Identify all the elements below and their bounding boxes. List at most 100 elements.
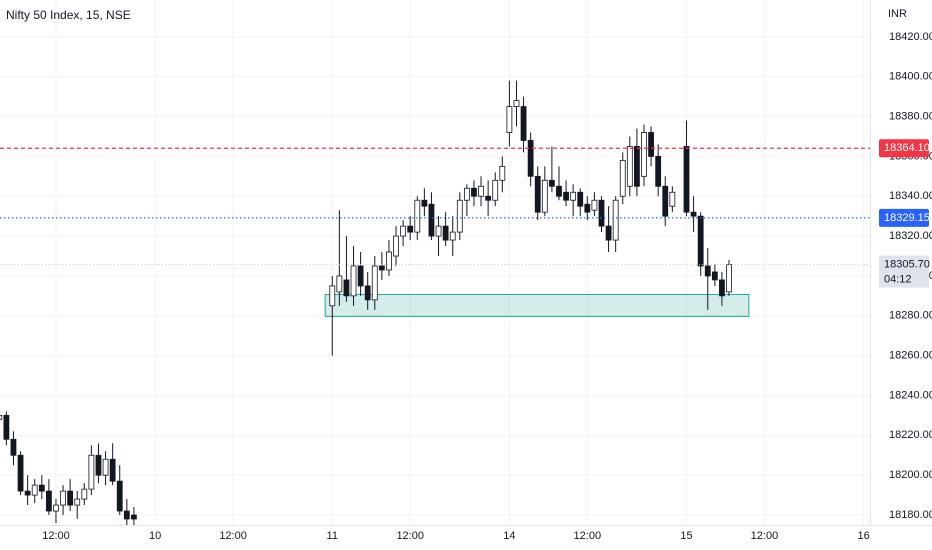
y-tick-label: 18420.00 bbox=[889, 31, 932, 43]
candle-body bbox=[704, 265, 711, 277]
candle-body bbox=[116, 480, 123, 512]
candle-body bbox=[690, 211, 697, 217]
candle-body bbox=[67, 490, 74, 506]
candle-body bbox=[38, 484, 45, 492]
candle-body bbox=[577, 191, 584, 207]
candle-body bbox=[492, 179, 499, 201]
candle-body bbox=[463, 187, 470, 201]
x-tick-label: 12:00 bbox=[42, 530, 70, 542]
candle-body bbox=[393, 235, 399, 257]
candle-body bbox=[378, 265, 385, 271]
candle-body bbox=[619, 159, 626, 197]
candle-body bbox=[364, 285, 371, 301]
candle-body bbox=[435, 225, 442, 237]
countdown-label: 04:12 bbox=[884, 273, 912, 285]
candle-body bbox=[17, 454, 24, 492]
candle-body bbox=[329, 285, 336, 307]
x-tick-label: 12:00 bbox=[219, 530, 247, 542]
currency-label: INR bbox=[888, 8, 907, 20]
candle-body bbox=[605, 225, 612, 241]
y-tick-label: 18380.00 bbox=[889, 110, 932, 122]
price-line-label: 18329.15 bbox=[884, 212, 930, 224]
candle-body bbox=[456, 199, 463, 233]
y-tick-label: 18220.00 bbox=[889, 429, 932, 441]
y-tick-label: 18240.00 bbox=[889, 389, 932, 401]
candle-body bbox=[449, 231, 456, 241]
candle-body bbox=[485, 195, 492, 201]
candle-body bbox=[570, 191, 577, 201]
candle-body bbox=[655, 155, 662, 187]
candle-body bbox=[60, 490, 66, 506]
candle-body bbox=[45, 490, 52, 512]
candle-body bbox=[343, 279, 350, 297]
candle-body bbox=[683, 146, 690, 213]
candle-body bbox=[598, 199, 605, 227]
candle-body bbox=[499, 165, 506, 181]
candle-body bbox=[634, 146, 640, 187]
candle-body bbox=[371, 265, 378, 301]
candle-body bbox=[612, 199, 619, 241]
candle-body bbox=[506, 106, 513, 133]
x-tick-label: 12:00 bbox=[574, 530, 602, 542]
candle-body bbox=[641, 132, 647, 177]
candle-body bbox=[10, 438, 17, 456]
y-tick-label: 18280.00 bbox=[889, 310, 932, 322]
candle-body bbox=[563, 191, 569, 201]
plot-area bbox=[0, 80, 870, 525]
candle-body bbox=[697, 215, 704, 267]
candle-body bbox=[131, 514, 137, 520]
candle-body bbox=[548, 179, 555, 187]
candle-body bbox=[95, 454, 102, 476]
candle-body bbox=[88, 454, 95, 490]
x-tick-label: 12:00 bbox=[396, 530, 424, 542]
candle-body bbox=[53, 504, 59, 512]
candle-body bbox=[471, 187, 477, 197]
candle-body bbox=[513, 100, 520, 107]
candle-body bbox=[350, 265, 357, 297]
candle-body bbox=[626, 146, 633, 187]
x-tick-label: 15 bbox=[680, 530, 692, 542]
price-line-label: 18364.10 bbox=[884, 142, 930, 154]
candle-body bbox=[719, 279, 725, 297]
candle-body bbox=[442, 225, 449, 241]
y-tick-label: 18260.00 bbox=[889, 350, 932, 362]
x-tick-label: 12:00 bbox=[751, 530, 779, 542]
candle-body bbox=[662, 185, 669, 217]
candle-body bbox=[534, 175, 541, 213]
candle-body bbox=[520, 106, 527, 141]
candle-body bbox=[3, 415, 10, 440]
candle-body bbox=[123, 510, 130, 520]
y-tick-label: 18180.00 bbox=[889, 509, 932, 521]
last-price-label: 18305.70 bbox=[884, 258, 930, 270]
last-price-box bbox=[879, 255, 929, 288]
candle-body bbox=[102, 458, 109, 476]
candle-body bbox=[428, 203, 435, 237]
candle-body bbox=[726, 264, 732, 293]
x-tick-label: 14 bbox=[503, 530, 515, 542]
candle-body bbox=[556, 185, 562, 197]
candle-body bbox=[400, 225, 407, 237]
candle-body bbox=[0, 415, 3, 420]
x-tick-label: 10 bbox=[149, 530, 161, 542]
candle-body bbox=[109, 458, 116, 482]
candle-body bbox=[386, 251, 392, 271]
candle-body bbox=[584, 203, 591, 213]
support-zone bbox=[324, 293, 750, 317]
candle-body bbox=[669, 191, 676, 207]
candle-body bbox=[648, 132, 654, 157]
candle-body bbox=[336, 275, 343, 293]
candle-body bbox=[407, 225, 414, 233]
candle-body bbox=[74, 498, 81, 506]
price-line-label-box bbox=[879, 139, 929, 158]
candle-body bbox=[591, 199, 598, 211]
x-tick-label: 11 bbox=[327, 530, 338, 542]
candle-body bbox=[414, 199, 421, 233]
candle-body bbox=[541, 179, 548, 213]
candle-body bbox=[357, 265, 364, 287]
candle-body bbox=[31, 484, 38, 496]
candle-body bbox=[527, 140, 534, 177]
candle-body bbox=[81, 488, 88, 500]
